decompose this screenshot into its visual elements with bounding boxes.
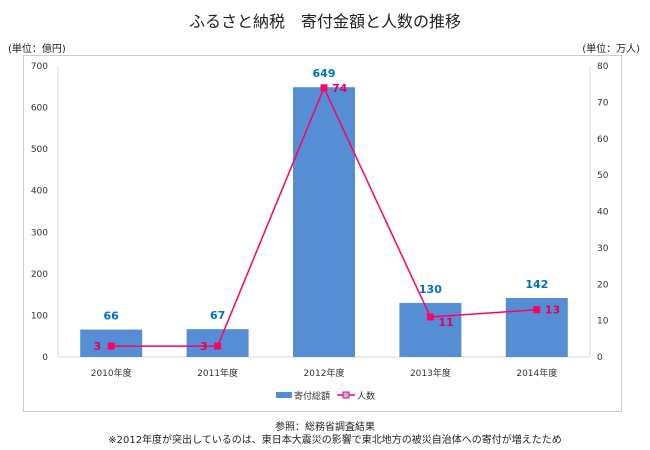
left-tick-label: 500 [31, 145, 48, 155]
line-marker [107, 342, 115, 350]
bar-value-label: 142 [525, 278, 548, 291]
x-tick-label: 2010年度 [91, 367, 132, 379]
left-tick-label: 400 [31, 187, 48, 197]
x-tick-label: 2013年度 [410, 367, 451, 379]
right-axis-unit: (単位：万人) [582, 44, 640, 55]
line-marker [533, 306, 541, 314]
left-axis-unit: (単位：億円) [8, 44, 66, 55]
legend-bar-swatch [276, 392, 292, 398]
left-tick-label: 300 [31, 228, 48, 238]
bar-value-label: 67 [210, 309, 225, 322]
bar-value-label: 66 [104, 310, 120, 323]
bar [399, 302, 462, 357]
right-tick-label: 50 [597, 171, 609, 181]
right-tick-label: 40 [597, 208, 609, 218]
line-value-label: 11 [438, 316, 453, 329]
line-marker [426, 313, 434, 321]
chart-title: ふるさと納税 寄付金額と人数の推移 [188, 12, 461, 31]
left-tick-label: 100 [31, 311, 48, 321]
right-tick-label: 60 [597, 135, 609, 145]
bar-value-label: 649 [313, 67, 336, 80]
line-marker [214, 342, 222, 350]
right-tick-label: 30 [597, 244, 609, 254]
line-value-label: 3 [94, 340, 102, 353]
right-tick-label: 0 [597, 353, 603, 363]
legend-line-marker [342, 391, 350, 399]
right-tick-label: 10 [597, 317, 609, 327]
right-tick-label: 70 [597, 98, 609, 108]
line-value-label: 74 [332, 82, 348, 95]
footnote: ※2012年度が突出しているのは、東日本大震災の影響で東北地方の被災自治体への寄… [108, 435, 562, 446]
x-tick-label: 2014年度 [516, 367, 557, 379]
right-tick-label: 20 [597, 280, 609, 290]
bar [293, 87, 355, 358]
source-note: 参照：総務省調査結果 [275, 422, 375, 433]
bar-value-label: 130 [419, 283, 442, 296]
left-tick-label: 200 [31, 270, 48, 280]
left-tick-label: 700 [31, 62, 48, 72]
line-value-label: 13 [545, 304, 560, 317]
line-value-label: 3 [200, 340, 208, 353]
x-tick-label: 2011年度 [197, 367, 238, 379]
left-tick-label: 0 [42, 353, 48, 363]
line-marker [320, 84, 328, 92]
x-tick-label: 2012年度 [304, 367, 345, 379]
chart-frame [23, 55, 622, 412]
legend-bar-label: 寄付総額 [294, 390, 330, 402]
legend-line-label: 人数 [357, 390, 375, 402]
right-tick-label: 80 [597, 62, 609, 72]
left-tick-label: 600 [31, 104, 48, 114]
